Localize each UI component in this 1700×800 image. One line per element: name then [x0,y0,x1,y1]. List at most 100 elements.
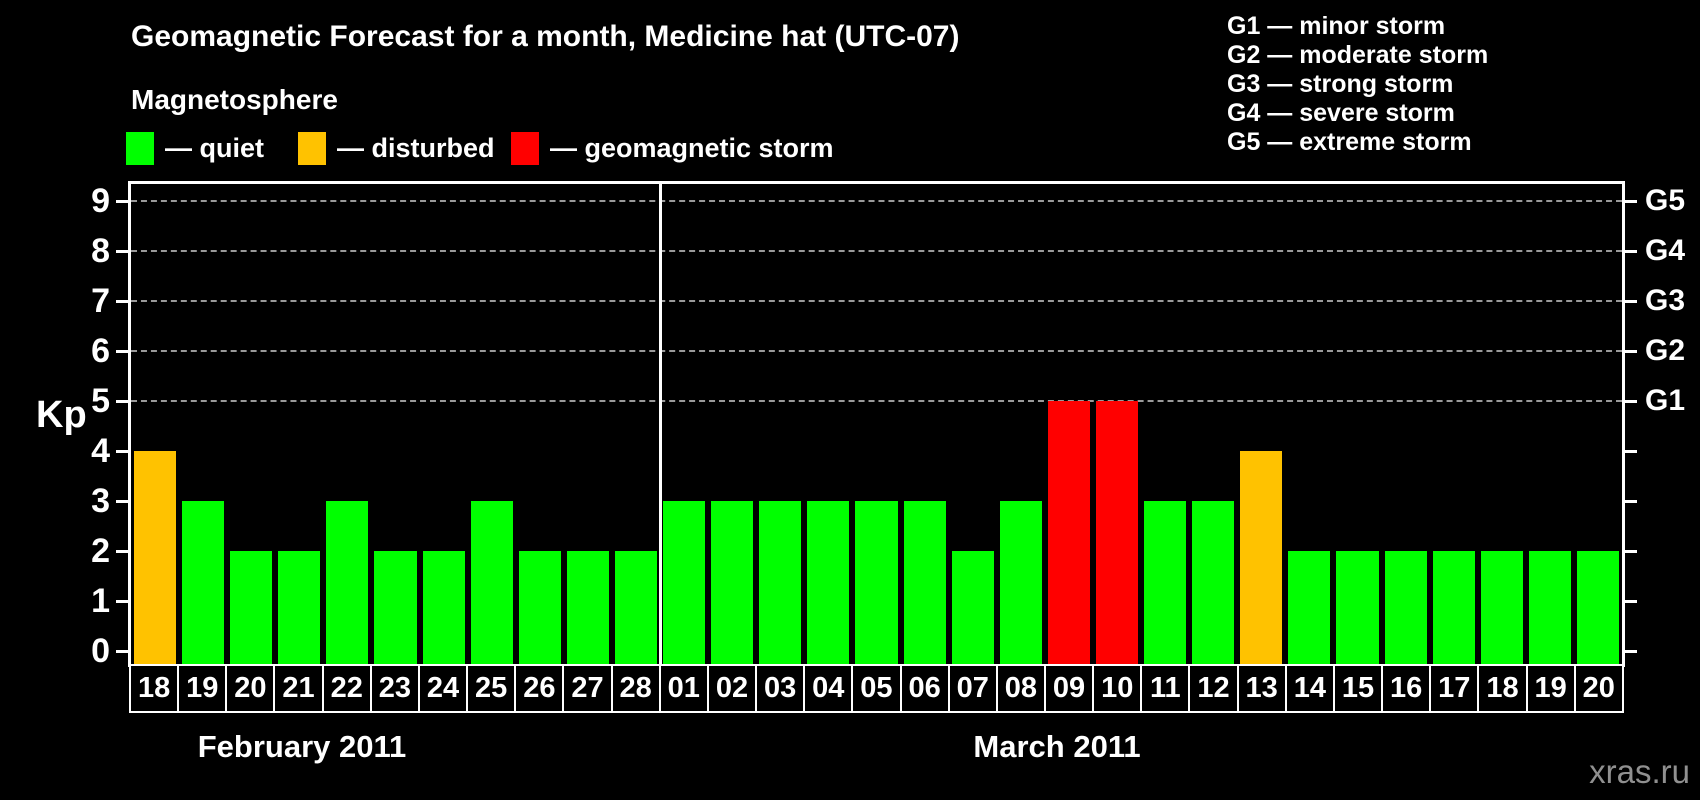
day-cell-19: 19 [177,664,228,713]
day-cell-06: 06 [899,664,950,713]
right-axis-tick-6 [1622,350,1637,353]
day-cell-27: 27 [562,664,613,713]
y-axis-tick-label-9: 9 [91,182,110,220]
right-axis-tick-1 [1622,600,1637,603]
legend-item-disturbed: — disturbed [298,132,495,165]
y-axis-tick-label-2: 2 [91,532,110,570]
disturbed-label: — disturbed [337,133,495,163]
y-axis-tick-label-5: 5 [91,382,110,420]
kp-bar-day-01 [663,501,706,664]
kp-bar-day-06 [903,501,946,664]
watermark: xras.ru [1589,753,1690,790]
y-axis-tick-1 [116,600,131,603]
kp-bar-day-19 [182,501,225,664]
day-cell-23: 23 [369,664,420,713]
month-divider-line [658,184,662,664]
day-cell-12: 12 [1188,664,1239,713]
y-axis-tick-label-6: 6 [91,332,110,370]
magnetosphere-legend-heading: Magnetosphere [131,84,338,115]
day-cell-03: 03 [755,664,806,713]
legend-item-storm: — geomagnetic storm [511,132,834,165]
kp-bar-day-26 [518,551,561,664]
storm-label: — geomagnetic storm [550,133,834,163]
y-axis-tick-0 [116,650,131,653]
kp-bar-day-20 [230,551,273,664]
kp-bar-day-10 [1095,401,1139,664]
right-axis-tick-9 [1622,200,1637,203]
g5-legend-line: G5 — extreme storm [1227,128,1472,156]
kp-bar-day-17 [1432,551,1475,664]
day-cell-28: 28 [610,664,661,713]
plot-area [131,184,1622,664]
y-axis-tick-2 [116,550,131,553]
day-cell-08: 08 [995,664,1046,713]
y-axis-tick-label-4: 4 [91,432,110,470]
kp-bar-day-20 [1576,551,1619,664]
plot-frame [128,181,1625,667]
kp-bar-day-09 [1047,401,1090,664]
kp-bar-day-02 [711,501,754,664]
y-axis-tick-6 [116,350,131,353]
day-cell-20: 20 [225,664,276,713]
day-cell-14: 14 [1284,664,1335,713]
y-axis-tick-label-8: 8 [91,232,110,270]
y-axis-label: Kp [36,394,87,436]
month-label-march: March 2011 [973,729,1141,764]
right-axis-tick-4 [1622,450,1637,453]
gridline-kp7 [131,300,1622,302]
kp-bar-day-14 [1288,551,1331,664]
kp-bar-day-12 [1192,501,1235,664]
day-cell-13: 13 [1236,664,1287,713]
gridline-kp5 [131,400,1622,402]
month-label-february: February 2011 [197,729,407,764]
kp-bar-day-21 [278,551,321,664]
kp-bar-day-28 [614,551,658,664]
g3-legend-line: G3 — strong storm [1227,70,1454,98]
day-cell-01: 01 [658,664,709,713]
day-cell-20: 20 [1573,664,1624,713]
gridline-kp9 [131,200,1622,202]
kp-bar-day-04 [807,501,850,664]
day-cell-25: 25 [466,664,517,713]
kp-bar-day-22 [326,501,369,664]
day-cell-22: 22 [321,664,372,713]
kp-bar-day-07 [951,551,994,664]
day-cell-09: 09 [1043,664,1095,713]
day-cell-17: 17 [1429,664,1480,713]
day-axis-row: 18 19 20 21 22 23 24 25 26 27 28 01 02 03 04 05 06 07 08 09… [129,664,1624,713]
day-cell-19: 19 [1525,664,1576,713]
legend-item-quiet: — quiet [126,132,264,165]
y-axis-tick-7 [116,300,131,303]
g1-legend-line: G1 — minor storm [1227,12,1446,40]
kp-bar-day-08 [999,501,1042,664]
kp-bar-day-24 [422,551,465,664]
right-axis-label-g1: G1 [1645,384,1686,417]
right-axis-tick-2 [1622,550,1637,553]
y-axis-tick-5 [116,400,131,403]
day-cell-18: 18 [129,664,180,713]
kp-bar-day-11 [1144,501,1187,664]
kp-bar-day-13 [1240,451,1283,664]
right-axis-tick-0 [1622,650,1637,653]
right-axis-label-g3: G3 [1645,284,1686,317]
day-cell-16: 16 [1381,664,1432,713]
y-axis-tick-9 [116,200,131,203]
kp-bar-day-03 [759,501,802,664]
kp-bar-day-18 [1480,551,1523,664]
day-cell-26: 26 [514,664,565,713]
right-axis-tick-8 [1622,250,1637,253]
y-axis-tick-label-1: 1 [91,582,110,620]
day-cell-15: 15 [1332,664,1384,713]
day-cell-07: 07 [947,664,998,713]
disturbed-color-swatch [298,132,326,165]
kp-bar-day-18 [134,451,177,664]
day-cell-10: 10 [1092,664,1143,713]
kp-bar-day-19 [1528,551,1571,664]
day-cell-02: 02 [706,664,758,713]
gridline-kp6 [131,350,1622,352]
storm-color-swatch [511,132,539,165]
kp-bar-day-23 [374,551,417,664]
right-axis-label-g2: G2 [1645,334,1686,367]
right-axis-tick-3 [1622,500,1637,503]
right-axis-label-g5: G5 [1645,184,1686,217]
